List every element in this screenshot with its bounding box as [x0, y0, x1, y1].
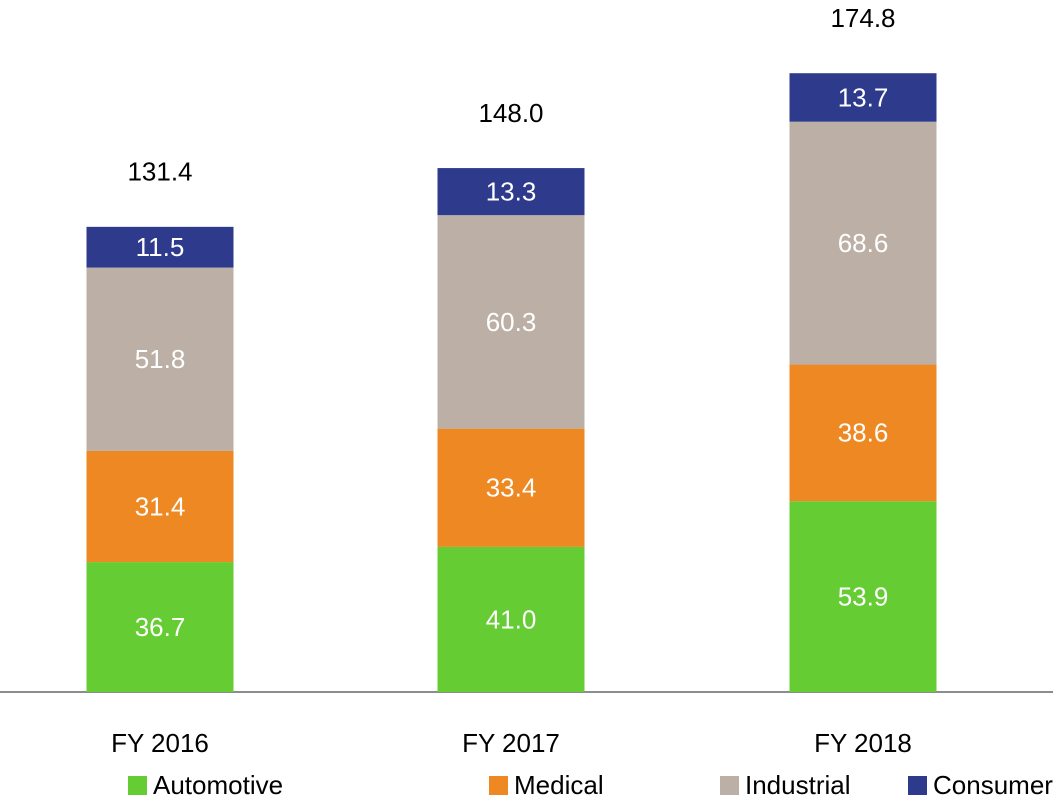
- x-tick-label: FY 2016: [111, 728, 209, 758]
- bar-segment: [86, 226, 234, 268]
- bar-segment: [789, 73, 937, 122]
- legend-swatch: [128, 776, 147, 795]
- bar-segment: [86, 450, 234, 563]
- legend-swatch: [720, 776, 739, 795]
- legend-swatch: [908, 776, 927, 795]
- data-label: 31.4: [135, 491, 186, 521]
- bar-segment: [789, 501, 937, 692]
- data-label: 36.7: [135, 612, 186, 642]
- bar-segment: [86, 267, 234, 451]
- legend-label: Automotive: [153, 770, 283, 800]
- bar-segment: [86, 562, 234, 692]
- data-label: 41.0: [486, 604, 537, 634]
- total-label: 148.0: [478, 98, 543, 128]
- data-label: 13.7: [838, 82, 889, 112]
- bar-segment: [437, 168, 585, 216]
- x-tick-label: FY 2017: [462, 728, 560, 758]
- data-label: 13.3: [486, 176, 537, 206]
- data-label: 60.3: [486, 307, 537, 337]
- bar-segment: [789, 364, 937, 502]
- data-label: 11.5: [136, 232, 185, 262]
- data-label: 68.6: [838, 228, 889, 258]
- x-tick-label: FY 2018: [814, 728, 912, 758]
- data-label: 33.4: [486, 473, 537, 503]
- data-label: 38.6: [838, 418, 889, 448]
- legend-label: Medical: [514, 770, 604, 800]
- legend-swatch: [489, 776, 508, 795]
- total-label: 131.4: [127, 157, 192, 187]
- total-label: 174.8: [830, 3, 895, 33]
- legend-label: Consumer: [933, 770, 1053, 800]
- data-label: 53.9: [838, 581, 889, 611]
- legend-label: Industrial: [745, 770, 851, 800]
- bar-segment: [437, 215, 585, 429]
- data-label: 51.8: [135, 344, 186, 374]
- bar-segment: [437, 428, 585, 547]
- bar-segment: [437, 546, 585, 692]
- bar-segment: [789, 121, 937, 365]
